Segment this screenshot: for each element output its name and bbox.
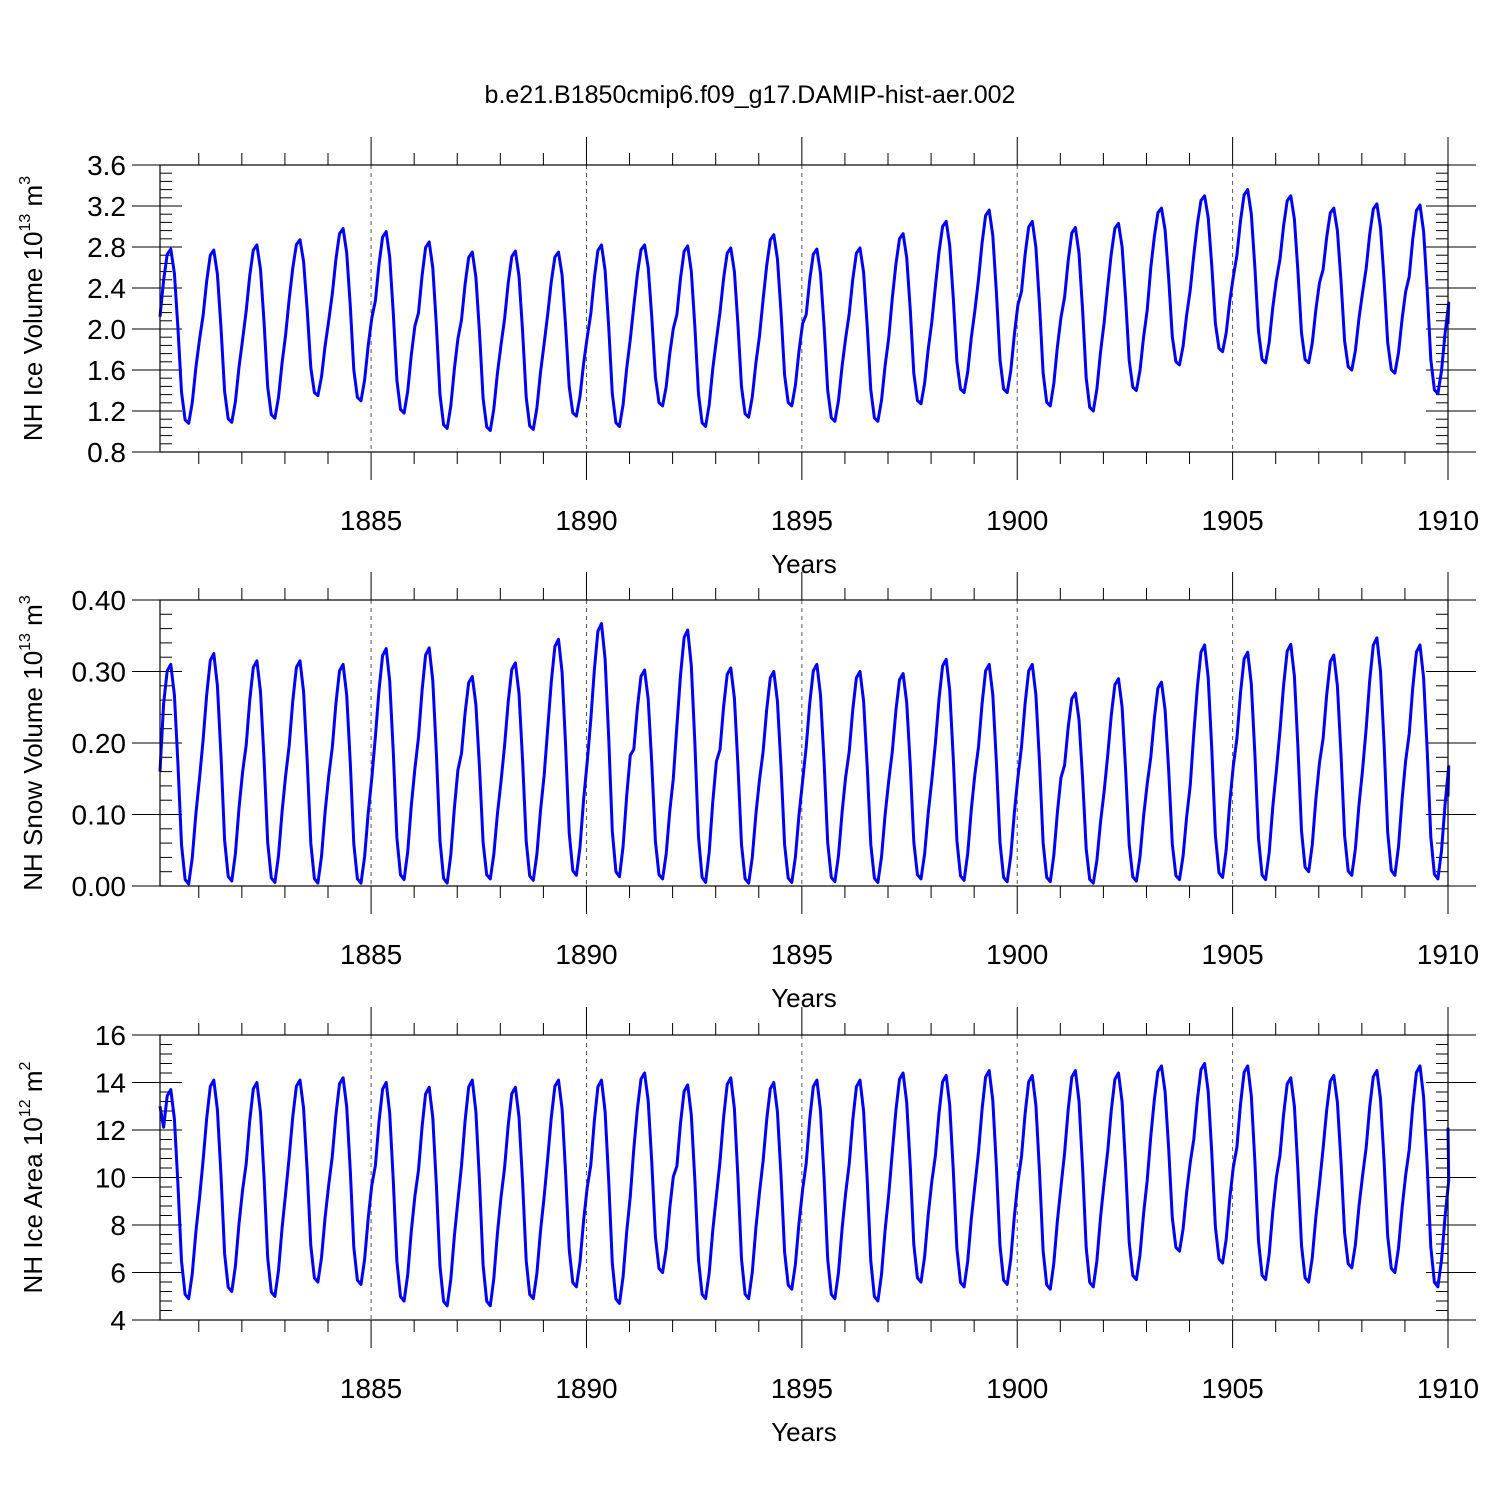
x-tick-label: 1885 [340,1373,402,1404]
y-tick-label: 14 [95,1068,126,1099]
panel-ice-area: 4 6 8 10 12 14 16 1885 1890 1895 1900 1905 1910 Years… [17,1007,1479,1447]
plot-frame [159,599,1449,887]
y-tick-label: 3.2 [87,191,126,222]
y-tick-label: 0.20 [72,728,127,759]
x-axis-title: Years [771,983,837,1013]
x-tick-label: 1900 [986,505,1048,536]
y-tick-label: 1.2 [87,396,126,427]
y-axis-title: NH Ice Area 1012 m2 [17,1061,48,1293]
y-tick-label: 2.8 [87,232,126,263]
series-line-snow-volume [158,622,1451,886]
x-tick-label: 1905 [1201,1373,1263,1404]
x-tick-label: 1905 [1201,505,1263,536]
y-tick-label: 8 [110,1210,126,1241]
y-tick-label: 0.40 [72,585,127,616]
x-tick-label: 1895 [771,505,833,536]
y-tick-label: 0.8 [87,437,126,468]
y-tick-label: 6 [110,1258,126,1289]
x-tick-label: 1900 [986,939,1048,970]
y-tick-label: 2.0 [87,314,126,345]
x-axis-title: Years [771,549,837,579]
x-tick-label: 1900 [986,1373,1048,1404]
panels: 0.8 1.2 1.6 2.0 2.4 2.8 3.2 3.6 1885 1890 1895 1900… [17,137,1479,1447]
x-tick-label: 1905 [1201,939,1263,970]
y-axis-title: NH Ice Volume 1013 m3 [17,176,48,441]
y-tick-label: 3.6 [87,150,126,181]
x-tick-label: 1890 [555,505,617,536]
series-line-ice-volume [158,188,1451,432]
y-tick-label: 12 [95,1115,126,1146]
x-tick-label: 1885 [340,939,402,970]
plot-frame [159,1034,1449,1321]
panel-snow-volume: 0.00 0.10 0.20 0.30 0.40 1885 1890 1895 1900 1905… [17,572,1479,1013]
y-tick-label: 0.00 [72,871,127,902]
series-line-ice-area [158,1062,1451,1308]
x-tick-label: 1885 [340,505,402,536]
y-tick-label: 0.10 [72,800,127,831]
x-tick-label: 1890 [555,1373,617,1404]
x-tick-label: 1895 [771,1373,833,1404]
x-tick-label: 1895 [771,939,833,970]
panel-ice-volume: 0.8 1.2 1.6 2.0 2.4 2.8 3.2 3.6 1885 1890 1895 1900… [17,137,1479,579]
y-axis-title: NH Snow Volume 1013 m3 [17,595,48,891]
y-tick-label: 10 [95,1163,126,1194]
x-axis-title: Years [771,1417,837,1447]
y-tick-label: 2.4 [87,273,126,304]
x-tick-label: 1890 [555,939,617,970]
y-tick-label: 4 [110,1305,126,1336]
y-tick-label: 16 [95,1020,126,1051]
x-tick-label: 1910 [1417,939,1479,970]
figure-title: b.e21.B1850cmip6.f09_g17.DAMIP-hist-aer.… [485,81,1016,109]
x-tick-label: 1910 [1417,505,1479,536]
x-tick-label: 1910 [1417,1373,1479,1404]
plot-frame [159,164,1449,453]
y-tick-label: 0.30 [72,657,127,688]
y-tick-label: 1.6 [87,355,126,386]
